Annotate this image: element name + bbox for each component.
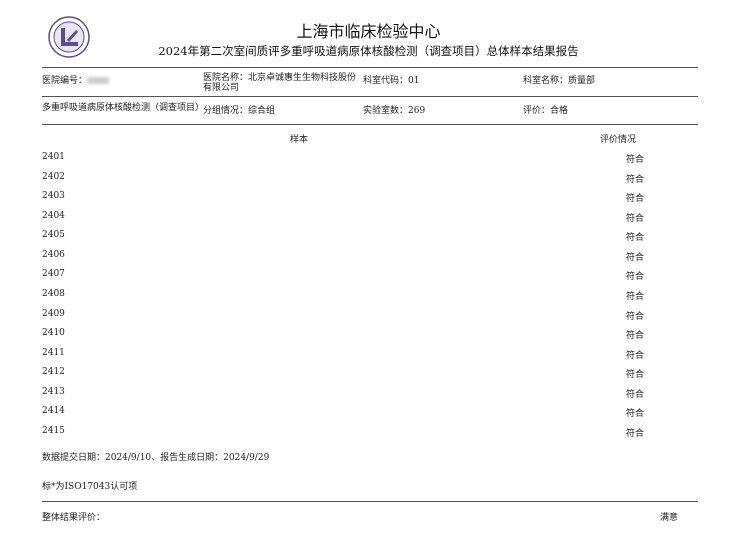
accreditation-note: 标*为ISO17043认可项: [42, 482, 138, 492]
sample-id: 2407: [42, 269, 65, 280]
sample-result: 符合: [625, 233, 644, 244]
divider: [42, 96, 698, 97]
table-row: 2410 符合: [42, 328, 698, 347]
sample-id: 2406: [42, 249, 65, 260]
sample-id: 2414: [42, 406, 65, 417]
sample-id: 2403: [42, 191, 65, 202]
sample-result: 符合: [625, 311, 644, 322]
table-row: 2414 符合: [42, 406, 698, 425]
sample-id: 2412: [42, 367, 65, 378]
group-info: 分组情况：综合组: [203, 106, 276, 116]
lab-count: 实验室数：269: [363, 106, 426, 116]
dept-name: 科室名称：质量部: [523, 76, 596, 86]
table-row: 2402 符合: [42, 172, 698, 191]
evaluation: 评价：合格: [523, 106, 569, 116]
divider: [42, 501, 698, 502]
sample-id: 2405: [42, 230, 65, 241]
column-header-evaluation: 评价情况: [600, 135, 637, 145]
project-name: 多重呼吸道病原体核酸检测（调查项目）: [42, 103, 205, 113]
sample-result: 符合: [625, 252, 644, 263]
table-row: 2405 符合: [42, 230, 698, 249]
sample-id: 2401: [42, 152, 65, 162]
sample-id: 2411: [42, 347, 65, 358]
table-row: 2407 符合: [42, 269, 698, 288]
overall-value: 满意: [660, 513, 679, 523]
sample-id: 2410: [42, 328, 65, 339]
sample-result: 符合: [625, 389, 644, 400]
sample-id: 2408: [42, 288, 65, 299]
sample-result: 符合: [625, 428, 644, 439]
overall-label: 整体结果评价：: [42, 513, 106, 523]
sample-id: 2415: [42, 425, 65, 436]
hospital-id-label: 医院编号：: [42, 76, 88, 86]
sample-result: 符合: [625, 272, 644, 283]
column-header-sample: 样本: [290, 135, 309, 145]
sample-result: 符合: [625, 370, 644, 381]
hospital-name: 医院名称：北京卓诚惠生生物科技股份有限公司: [203, 73, 357, 93]
dates-text: 数据提交日期：2024/9/10、报告生成日期：2024/9/29: [42, 453, 270, 463]
table-row: 2413 符合: [42, 387, 698, 406]
redacted-value: [87, 77, 110, 84]
table-row: 2412 符合: [42, 367, 698, 386]
table-row: 2415 符合: [42, 426, 698, 445]
table-row: 2409 符合: [42, 309, 698, 328]
table-row: 2404 符合: [42, 211, 698, 230]
sample-result: 符合: [625, 409, 644, 420]
sample-id: 2413: [42, 386, 65, 397]
sample-id: 2404: [42, 210, 65, 221]
sample-result: 符合: [625, 155, 644, 165]
sample-result: 符合: [625, 331, 644, 342]
table-row: 2411 符合: [42, 348, 698, 367]
sample-result: 符合: [625, 291, 644, 302]
report-subtitle: 2024年第二次室间质评多重呼吸道病原体核酸检测（调查项目）总体样本结果报告: [158, 44, 579, 58]
sample-id: 2409: [42, 308, 65, 319]
sample-result: 符合: [625, 194, 644, 205]
divider: [42, 124, 698, 125]
table-row: 2406 符合: [42, 250, 698, 269]
table-row: 2408 符合: [42, 289, 698, 308]
table-row: 2401 符合: [42, 152, 698, 171]
page-title: 上海市临床检验中心: [296, 22, 441, 41]
sample-id: 2402: [42, 171, 65, 182]
sample-result: 符合: [625, 350, 644, 361]
hospital-id: 医院编号：: [42, 73, 110, 86]
table-row: 2403 符合: [42, 191, 698, 210]
logo-seal: [48, 16, 90, 58]
sample-result: 符合: [625, 174, 644, 185]
dept-code: 科室代码：01: [363, 76, 420, 86]
divider: [42, 67, 698, 68]
sample-result: 符合: [625, 213, 644, 224]
